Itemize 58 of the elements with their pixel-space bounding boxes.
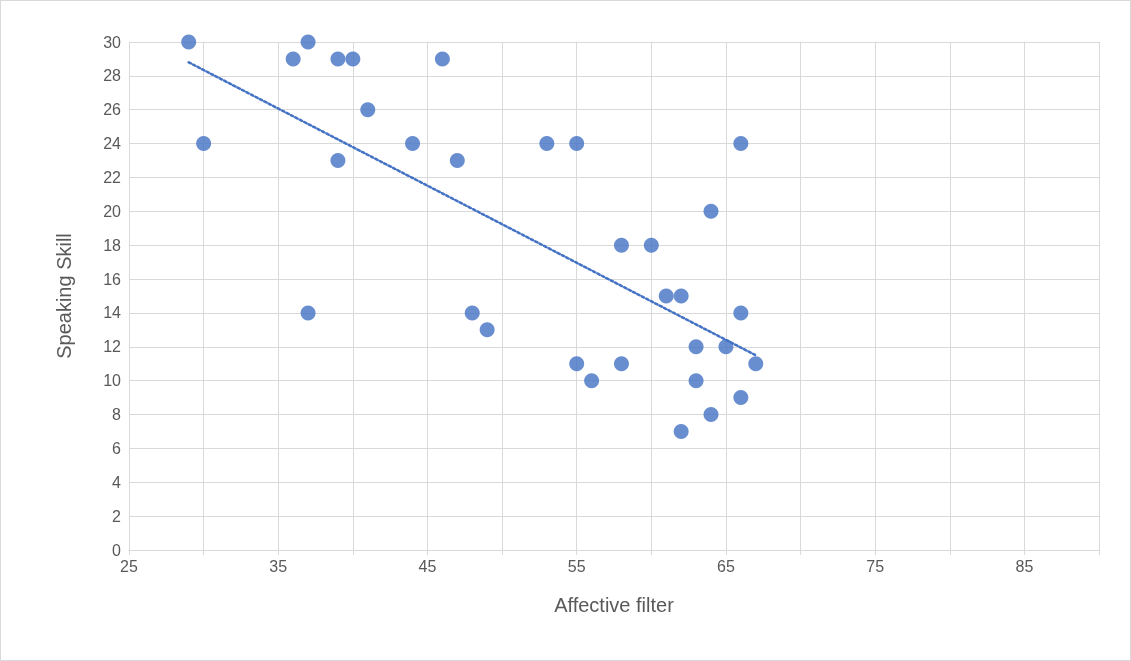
y-axis-title: Speaking Skill	[53, 233, 75, 359]
y-tick-label: 10	[103, 372, 122, 390]
x-tick-label: 75	[866, 557, 885, 575]
y-tick-label: 28	[103, 67, 122, 85]
point	[688, 373, 704, 389]
point	[733, 305, 749, 321]
y-tick-label: 14	[103, 304, 122, 322]
point	[703, 203, 719, 219]
y-tick-label: 12	[103, 338, 122, 356]
point	[330, 153, 346, 169]
point	[748, 356, 764, 372]
x-tick-label: 25	[120, 557, 138, 575]
y-tick-label: 20	[103, 202, 122, 220]
y-tick-label: 2	[112, 507, 122, 525]
point	[569, 136, 585, 152]
x-tick-label: 65	[717, 557, 735, 575]
x-axis-title: Affective filter	[554, 594, 675, 616]
point	[643, 237, 659, 253]
point	[658, 288, 674, 304]
point	[613, 356, 629, 372]
point	[345, 51, 361, 67]
point	[449, 153, 465, 169]
point	[718, 339, 734, 355]
y-tick-label: 22	[103, 168, 122, 186]
y-tick-label: 26	[103, 101, 122, 119]
x-tick-label: 85	[1015, 557, 1034, 575]
point	[405, 136, 421, 152]
point	[181, 34, 197, 50]
point	[434, 51, 450, 67]
point	[330, 51, 346, 67]
point	[688, 339, 704, 355]
point	[733, 136, 749, 152]
point	[285, 51, 301, 67]
point	[300, 305, 316, 321]
point	[196, 136, 212, 152]
x-tick-label: 45	[418, 557, 437, 575]
y-tick-label: 24	[103, 135, 122, 153]
point	[464, 305, 480, 321]
point	[733, 390, 749, 406]
y-tick-label: 18	[103, 236, 122, 254]
point	[703, 407, 719, 423]
point	[539, 136, 555, 152]
y-tick-label: 16	[103, 270, 122, 288]
point	[479, 322, 495, 338]
x-tick-label: 55	[567, 557, 586, 575]
point	[360, 102, 376, 118]
y-tick-label: 8	[112, 406, 122, 424]
point	[673, 423, 689, 439]
point	[300, 34, 316, 50]
point	[569, 356, 585, 372]
x-tick-label: 35	[269, 557, 288, 575]
y-tick-label: 4	[112, 473, 122, 491]
point	[673, 288, 689, 304]
point	[584, 373, 600, 389]
y-tick-label: 0	[112, 541, 122, 559]
y-tick-label: 30	[103, 33, 122, 51]
point	[613, 237, 629, 253]
y-tick-label: 6	[112, 439, 122, 457]
